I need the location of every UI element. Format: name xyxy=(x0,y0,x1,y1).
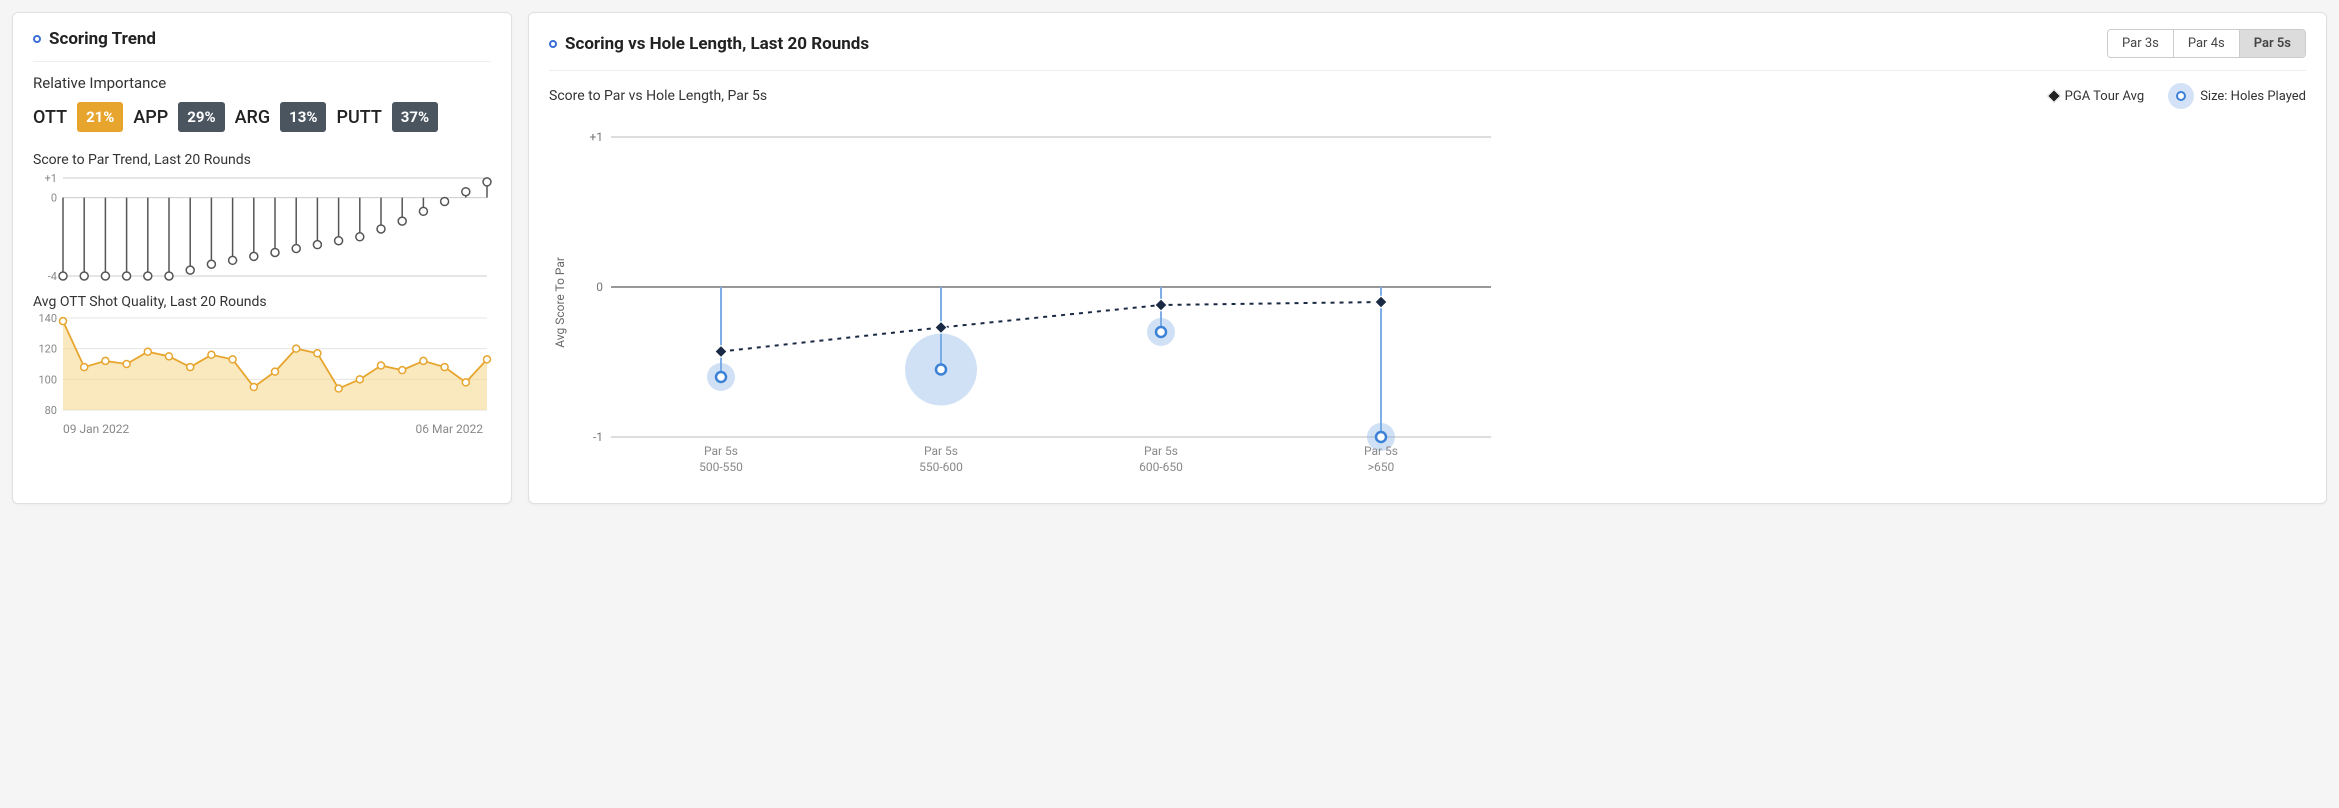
legend-size-label: Size: Holes Played xyxy=(2200,89,2306,104)
svg-text:Par 5s: Par 5s xyxy=(924,444,958,458)
date-start: 09 Jan 2022 xyxy=(63,422,129,436)
chart-title: Score to Par Trend, Last 20 Rounds xyxy=(33,152,491,168)
chart-title: Avg OTT Shot Quality, Last 20 Rounds xyxy=(33,294,491,310)
importance-row: OTT 21% APP 29% ARG 13% PUTT 37% xyxy=(33,102,491,132)
svg-text:+1: +1 xyxy=(45,172,57,185)
chart-subtitle: Score to Par vs Hole Length, Par 5s xyxy=(549,88,2025,104)
svg-text:600-650: 600-650 xyxy=(1139,460,1183,474)
svg-text:80: 80 xyxy=(45,404,57,414)
svg-text:Par 5s: Par 5s xyxy=(704,444,738,458)
scoring-vs-length-header: Scoring vs Hole Length, Last 20 Rounds P… xyxy=(549,29,2306,71)
par-tabs: Par 3sPar 4sPar 5s xyxy=(2107,29,2306,58)
importance-badge: 29% xyxy=(178,102,224,132)
svg-text:>650: >650 xyxy=(1368,460,1395,474)
svg-text:550-600: 550-600 xyxy=(919,460,963,474)
bubble-icon xyxy=(2168,83,2194,109)
svg-text:Par 5s: Par 5s xyxy=(1144,444,1178,458)
chart3-svg: -1 0 +1 Par 5s 500-550 Par 5s 550-600 Par 5s 600… xyxy=(571,117,1511,487)
ott-shot-quality-chart: Avg OTT Shot Quality, Last 20 Rounds 80 1… xyxy=(33,294,491,418)
importance-badge: 21% xyxy=(77,102,123,132)
tab-par-3s[interactable]: Par 3s xyxy=(2108,30,2173,57)
scoring-vs-length-card: Scoring vs Hole Length, Last 20 Rounds P… xyxy=(528,12,2327,504)
legend-pga: PGA Tour Avg xyxy=(2049,89,2145,104)
chart2-svg: 80 100 120 140 xyxy=(33,314,493,414)
svg-text:-4: -4 xyxy=(48,270,57,282)
card-title: Scoring vs Hole Length, Last 20 Rounds xyxy=(565,34,869,54)
chart-header: Score to Par vs Hole Length, Par 5s PGA … xyxy=(549,83,2306,109)
importance-label: APP xyxy=(133,107,168,128)
importance-label: OTT xyxy=(33,107,67,128)
importance-badge: 13% xyxy=(280,102,326,132)
importance-label: PUTT xyxy=(336,107,381,128)
svg-text:+1: +1 xyxy=(589,130,603,144)
y-axis-label: Avg Score To Par xyxy=(549,257,571,348)
card-title: Scoring Trend xyxy=(49,29,156,49)
date-axis: 09 Jan 2022 06 Mar 2022 xyxy=(33,418,491,436)
bullet-icon xyxy=(549,40,557,48)
svg-text:Par 5s: Par 5s xyxy=(1364,444,1398,458)
scoring-trend-header: Scoring Trend xyxy=(33,29,491,62)
scoring-trend-card: Scoring Trend Relative Importance OTT 21%… xyxy=(12,12,512,504)
svg-text:-1: -1 xyxy=(593,430,603,444)
date-end: 06 Mar 2022 xyxy=(416,422,484,436)
legend-pga-label: PGA Tour Avg xyxy=(2065,89,2145,104)
legend-size: Size: Holes Played xyxy=(2168,83,2306,109)
relative-importance-label: Relative Importance xyxy=(33,74,491,92)
diamond-icon xyxy=(2047,89,2061,103)
bullet-icon xyxy=(33,35,41,43)
svg-text:500-550: 500-550 xyxy=(699,460,743,474)
svg-text:120: 120 xyxy=(38,343,57,356)
score-to-par-trend-chart: Score to Par Trend, Last 20 Rounds -4 0 +1 xyxy=(33,152,491,286)
svg-text:0: 0 xyxy=(596,280,603,294)
tab-par-5s[interactable]: Par 5s xyxy=(2239,30,2305,57)
svg-text:140: 140 xyxy=(38,314,57,325)
importance-badge: 37% xyxy=(392,102,438,132)
chart1-svg: -4 0 +1 xyxy=(33,172,493,282)
svg-text:0: 0 xyxy=(51,192,57,205)
svg-text:100: 100 xyxy=(38,373,57,386)
tab-par-4s[interactable]: Par 4s xyxy=(2173,30,2239,57)
importance-label: ARG xyxy=(235,107,271,128)
